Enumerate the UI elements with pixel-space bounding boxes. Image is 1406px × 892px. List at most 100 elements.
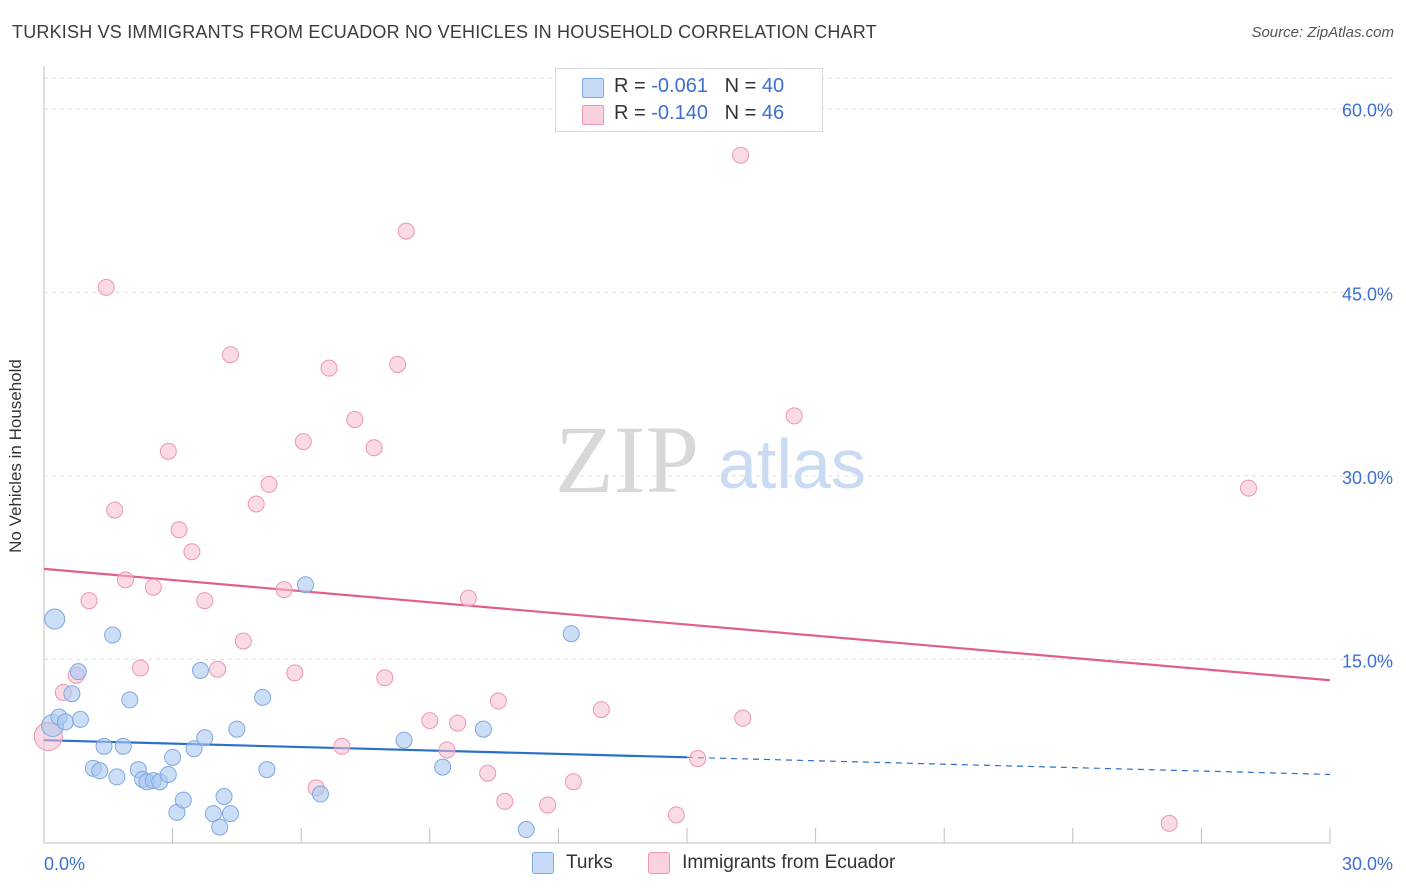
point-turks — [63, 685, 81, 703]
point-turks — [121, 691, 139, 709]
point-turks — [296, 576, 314, 594]
axes — [43, 66, 1331, 844]
ecuador-n-value: 46 — [761, 102, 785, 124]
point-turks — [159, 765, 177, 783]
point-turks — [228, 720, 246, 738]
point-ecuador — [196, 592, 214, 610]
point-ecuador — [116, 571, 134, 589]
point-turks — [562, 625, 580, 643]
y-axis-label-wrap: No Vehicles in Household — [6, 359, 26, 553]
point-ecuador — [438, 741, 456, 759]
x-tick-label: 30.0% — [1342, 854, 1393, 874]
point-ecuador — [1160, 814, 1178, 832]
y-tick-label: 15.0% — [1342, 651, 1393, 671]
point-ecuador — [170, 521, 188, 539]
point-ecuador — [234, 632, 252, 650]
point-turks — [254, 688, 272, 706]
turks-swatch — [582, 78, 604, 98]
trend-line-turks-extension — [686, 756, 1331, 776]
point-turks — [91, 762, 109, 780]
point-ecuador — [449, 714, 467, 732]
point-turks — [474, 720, 492, 738]
point-turks — [56, 713, 74, 731]
legend-label-turks: Turks — [566, 852, 613, 873]
legend-swatch-turks — [532, 852, 554, 874]
point-ecuador — [421, 712, 439, 730]
legend-item-turks: Turks — [532, 852, 613, 874]
point-ecuador — [183, 543, 201, 561]
point-turks — [517, 821, 535, 839]
point-ecuador — [397, 222, 415, 240]
point-ecuador — [260, 475, 278, 493]
ecuador-swatch — [582, 105, 604, 125]
trend-lines — [43, 567, 1331, 776]
turks-r-value: -0.061 — [651, 75, 708, 97]
legend-swatch-ecuador — [648, 852, 671, 874]
point-ecuador — [376, 669, 394, 687]
legend-ecuador-text: R = -0.140 N = 46 — [614, 102, 785, 124]
trend-line-turks — [43, 739, 688, 759]
point-ecuador — [365, 439, 383, 457]
point-turks — [44, 608, 66, 630]
source-label: Source: ZipAtlas.com — [1251, 24, 1394, 41]
point-turks — [196, 729, 214, 747]
point-turks — [311, 785, 329, 803]
watermark-atlas: atlas — [718, 425, 866, 503]
chart-title: TURKISH VS IMMIGRANTS FROM ECUADOR NO VE… — [12, 22, 877, 42]
point-ecuador — [333, 737, 351, 755]
point-ecuador — [1240, 479, 1258, 497]
y-tick-label: 45.0% — [1342, 284, 1393, 304]
legend-turks-text: R = -0.061 N = 40 — [614, 75, 785, 97]
trend-line-ecuador — [43, 567, 1331, 682]
point-ecuador — [592, 701, 610, 719]
point-ecuador — [209, 660, 227, 678]
point-ecuador — [294, 433, 312, 451]
point-turks — [395, 731, 413, 749]
point-ecuador — [496, 792, 514, 810]
legend-item-ecuador: Immigrants from Ecuador — [648, 852, 895, 874]
point-turks — [114, 737, 132, 755]
point-ecuador — [144, 578, 162, 596]
point-ecuador — [320, 359, 338, 377]
point-turks — [258, 761, 276, 779]
point-ecuador — [247, 495, 265, 513]
point-ecuador — [389, 355, 407, 373]
point-ecuador — [106, 501, 124, 519]
point-ecuador — [131, 659, 149, 677]
point-turks — [95, 737, 113, 755]
watermark: ZIP atlas — [555, 406, 866, 513]
point-ecuador — [275, 581, 293, 599]
point-turks — [69, 663, 87, 681]
point-ecuador — [564, 773, 582, 791]
point-turks — [185, 740, 203, 758]
point-ecuador — [489, 692, 507, 710]
point-turks — [215, 787, 233, 805]
point-turks — [221, 805, 239, 823]
point-ecuador — [479, 764, 497, 782]
y-tick-label: 30.0% — [1342, 468, 1393, 488]
tick-labels: 15.0% 30.0% 45.0% 60.0% 0.0% 30.0% — [44, 101, 1393, 874]
y-axis-label: No Vehicles in Household — [6, 359, 25, 553]
point-ecuador — [667, 806, 685, 824]
correlation-legend: R = -0.061 N = 40 R = -0.140 N = 46 — [555, 68, 823, 132]
series-legend: Turks Immigrants from Ecuador — [532, 852, 925, 880]
legend-label-ecuador: Immigrants from Ecuador — [682, 852, 896, 873]
point-turks — [191, 661, 209, 679]
point-turks — [164, 748, 182, 766]
point-ecuador — [97, 278, 115, 296]
point-turks — [104, 626, 122, 644]
point-turks — [434, 758, 452, 776]
point-ecuador — [539, 796, 557, 814]
point-ecuador — [734, 709, 752, 727]
point-ecuador — [286, 664, 304, 682]
gridlines — [44, 77, 1392, 660]
x-tick-label: 0.0% — [44, 854, 85, 874]
point-ecuador — [785, 407, 803, 425]
y-tick-label: 60.0% — [1342, 101, 1393, 121]
point-turks — [71, 710, 89, 728]
turks-n-value: 40 — [761, 75, 785, 97]
point-ecuador — [221, 346, 239, 364]
point-ecuador — [459, 589, 477, 607]
point-turks — [108, 768, 126, 786]
